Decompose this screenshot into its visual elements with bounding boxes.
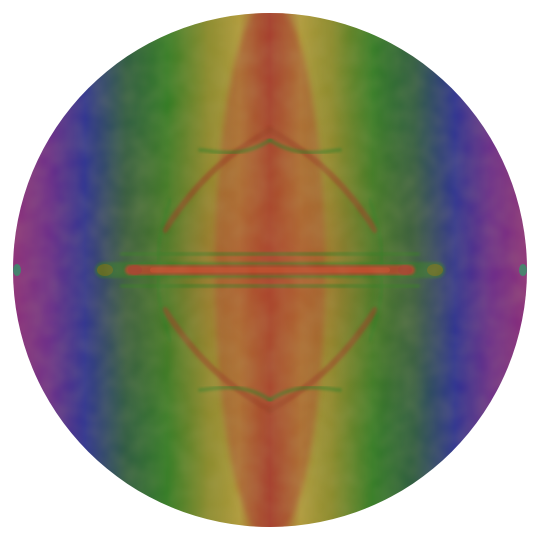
- texture-overlay: [13, 13, 527, 527]
